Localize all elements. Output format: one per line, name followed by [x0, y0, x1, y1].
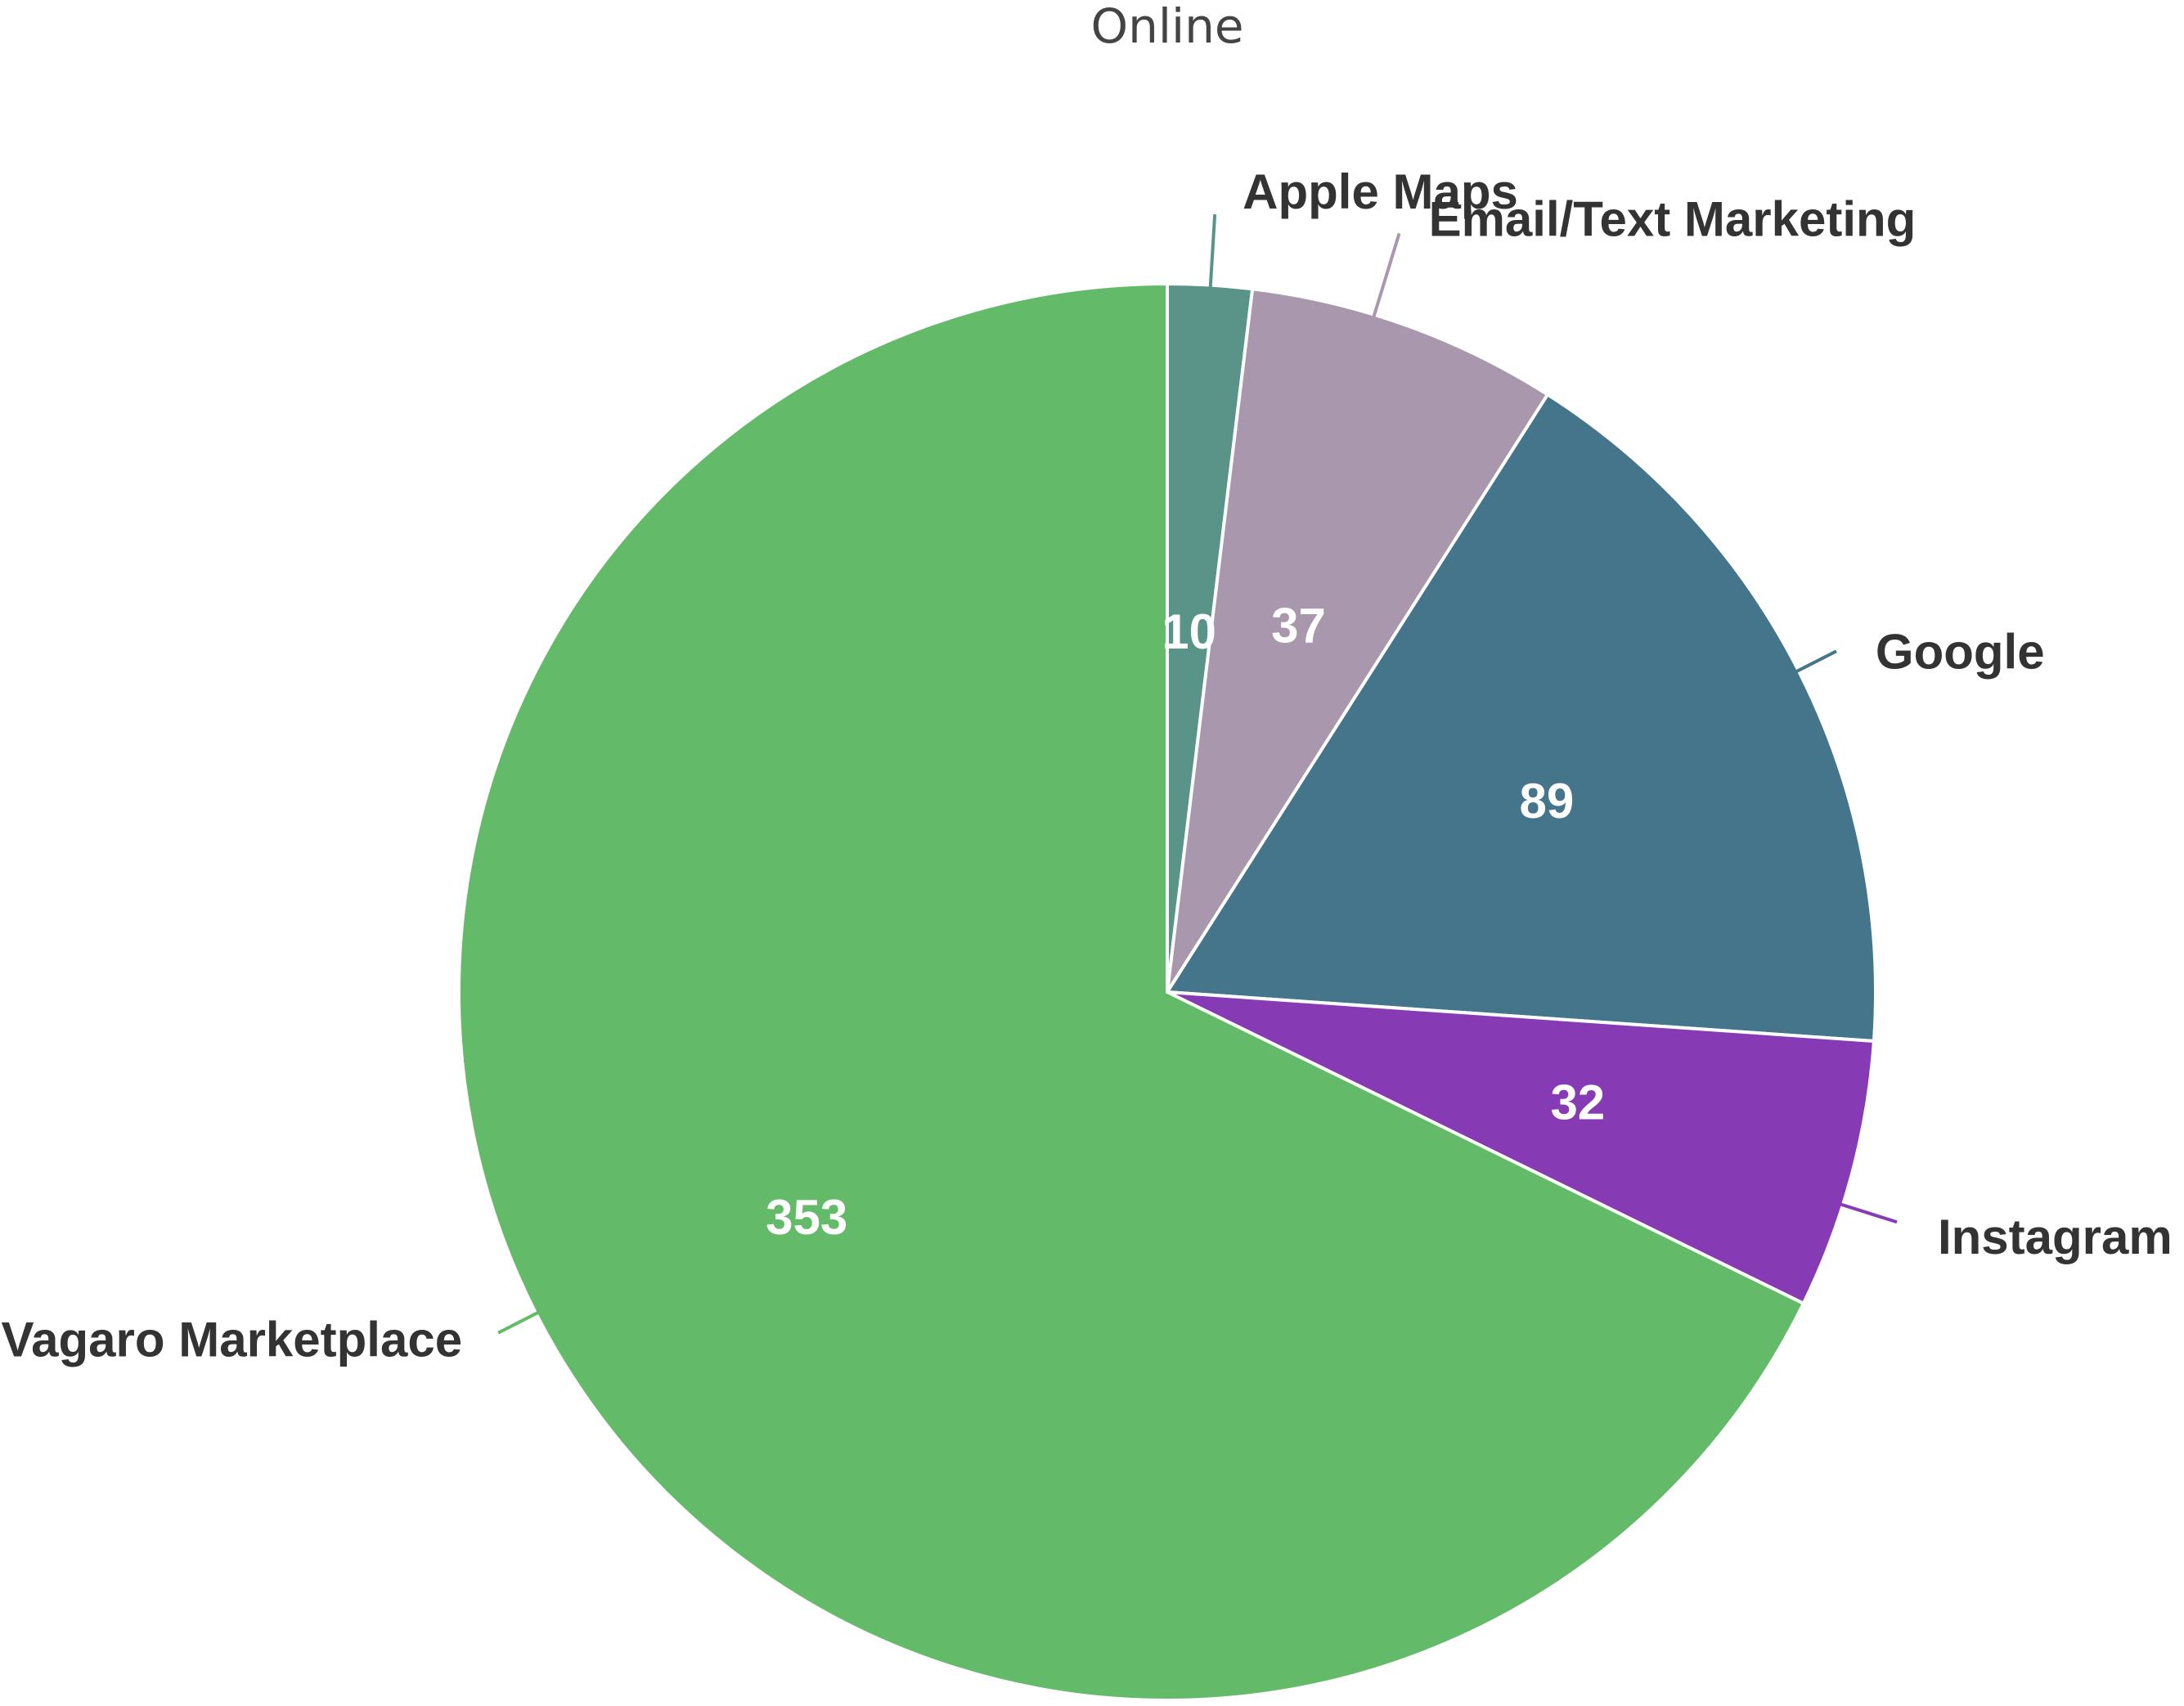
slice-label-vagaro-marketplace: Vagaro Marketplace [1, 1313, 462, 1367]
data-label-apple-maps: 10 [1162, 604, 1216, 659]
data-label-vagaro-marketplace: 353 [766, 1190, 847, 1245]
chart-title: Online [1090, 0, 1243, 54]
data-labels: 10 37 89 32 353 [766, 599, 1605, 1245]
connector-instagram [1815, 1195, 1898, 1224]
slice-instagram[interactable] [1166, 990, 1876, 1306]
pie-slices [457, 281, 1877, 1702]
connector-google [1772, 649, 1837, 685]
slice-label-instagram: Instagram [1938, 1210, 2173, 1264]
slice-label-google: Google [1876, 624, 2045, 679]
slice-google[interactable] [1164, 392, 1877, 1044]
connector-vagaro-marketplace [497, 1299, 563, 1335]
slice-email-text-marketing[interactable] [1166, 287, 1550, 994]
slice-label-apple-maps: Apple Maps [1243, 164, 1518, 219]
slice-label-email-text-marketing: Email/Text Marketing [1429, 191, 1917, 246]
label-connectors [497, 214, 1898, 1335]
data-label-google: 89 [1520, 774, 1575, 828]
data-label-instagram: 32 [1550, 1075, 1605, 1130]
connector-email-text-marketing [1364, 232, 1401, 343]
connector-apple-maps [1207, 214, 1217, 314]
slice-vagaro-marketplace[interactable] [457, 281, 1806, 1702]
data-label-email-text-marketing: 37 [1271, 599, 1326, 653]
